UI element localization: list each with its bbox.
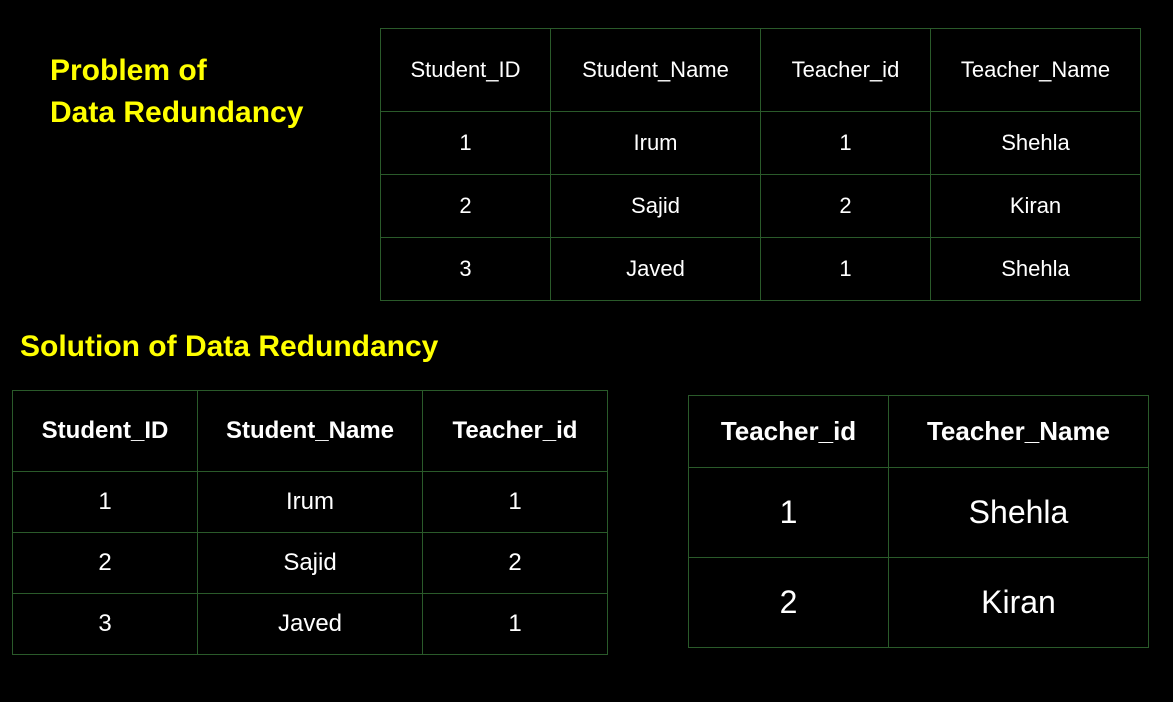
cell: 2 <box>13 533 198 594</box>
cell: 2 <box>381 175 551 238</box>
col-student-name: Student_Name <box>551 29 761 112</box>
problem-table: Student_ID Student_Name Teacher_id Teach… <box>380 28 1141 301</box>
cell: 1 <box>381 112 551 175</box>
heading-problem: Problem of Data Redundancy <box>50 50 303 134</box>
cell: 3 <box>13 594 198 655</box>
cell: 1 <box>13 472 198 533</box>
table-row: 3 Javed 1 Shehla <box>381 238 1141 301</box>
table-row: 1 Irum 1 Shehla <box>381 112 1141 175</box>
table-header-row: Teacher_id Teacher_Name <box>689 396 1149 468</box>
cell: Javed <box>551 238 761 301</box>
table-row: 2 Sajid 2 Kiran <box>381 175 1141 238</box>
col-teacher-id: Teacher_id <box>689 396 889 468</box>
col-teacher-name: Teacher_Name <box>889 396 1149 468</box>
cell: Irum <box>551 112 761 175</box>
table-row: 1 Shehla <box>689 468 1149 558</box>
table-header-row: Student_ID Student_Name Teacher_id Teach… <box>381 29 1141 112</box>
cell: 1 <box>761 112 931 175</box>
table-row: 2 Kiran <box>689 558 1149 648</box>
student-table: Student_ID Student_Name Teacher_id 1 Iru… <box>12 390 608 655</box>
cell: Javed <box>198 594 423 655</box>
col-teacher-id: Teacher_id <box>423 391 608 472</box>
heading-problem-line1: Problem of <box>50 54 207 87</box>
heading-solution: Solution of Data Redundancy <box>20 330 438 364</box>
cell: Shehla <box>931 238 1141 301</box>
cell: 2 <box>689 558 889 648</box>
table-row: 3 Javed 1 <box>13 594 608 655</box>
table-row: 2 Sajid 2 <box>13 533 608 594</box>
table-row: 1 Irum 1 <box>13 472 608 533</box>
heading-problem-line2: Data Redundancy <box>50 96 303 129</box>
cell: 1 <box>423 472 608 533</box>
cell: Shehla <box>889 468 1149 558</box>
table-header-row: Student_ID Student_Name Teacher_id <box>13 391 608 472</box>
cell: Sajid <box>198 533 423 594</box>
cell: Kiran <box>931 175 1141 238</box>
cell: 3 <box>381 238 551 301</box>
cell: 2 <box>761 175 931 238</box>
cell: Kiran <box>889 558 1149 648</box>
cell: 1 <box>761 238 931 301</box>
col-teacher-id: Teacher_id <box>761 29 931 112</box>
cell: Shehla <box>931 112 1141 175</box>
cell: 1 <box>423 594 608 655</box>
col-student-id: Student_ID <box>13 391 198 472</box>
cell: Sajid <box>551 175 761 238</box>
cell: Irum <box>198 472 423 533</box>
col-student-name: Student_Name <box>198 391 423 472</box>
col-teacher-name: Teacher_Name <box>931 29 1141 112</box>
cell: 1 <box>689 468 889 558</box>
col-student-id: Student_ID <box>381 29 551 112</box>
cell: 2 <box>423 533 608 594</box>
teacher-table: Teacher_id Teacher_Name 1 Shehla 2 Kiran <box>688 395 1149 648</box>
